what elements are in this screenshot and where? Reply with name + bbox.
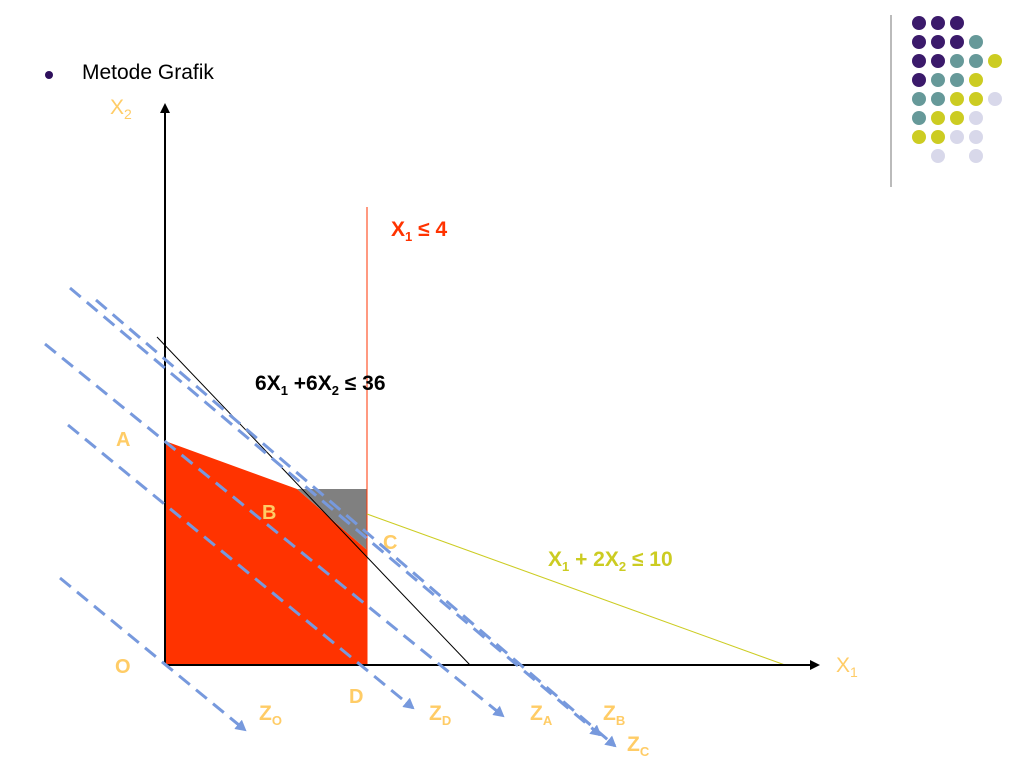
decorative-dot <box>931 130 945 144</box>
constraint-label-x1-2x2: X1 + 2X2 ≤ 10 <box>548 548 673 574</box>
objective-label-zo: ZO <box>259 702 282 728</box>
decorative-dot <box>931 111 945 125</box>
decorative-dot <box>988 92 1002 106</box>
point-label-b: B <box>262 502 276 524</box>
decorative-dot <box>931 16 945 30</box>
decorative-dot <box>931 54 945 68</box>
decorative-dot <box>912 35 926 49</box>
decorative-dot <box>969 54 983 68</box>
bullet-dot <box>45 71 53 79</box>
decorative-dot <box>969 35 983 49</box>
slide-heading: Metode Grafik <box>82 61 214 84</box>
decorative-dot <box>950 35 964 49</box>
decorative-dot <box>969 111 983 125</box>
y-axis-label: X2 <box>110 96 132 122</box>
point-label-c: C <box>383 532 397 554</box>
decorative-dot <box>950 16 964 30</box>
decorative-dot <box>912 111 926 125</box>
objective-line-zo <box>59 576 247 732</box>
decorative-dot <box>931 35 945 49</box>
constraint-line-x1-2x2 <box>366 513 786 666</box>
objective-label-zc: ZC <box>627 733 650 759</box>
decorative-dot <box>912 54 926 68</box>
decorative-dot <box>931 149 945 163</box>
objective-line-zc <box>95 298 617 748</box>
decorative-dot <box>969 149 983 163</box>
decorative-dot <box>912 16 926 30</box>
constraint-label-6x1-6x2: 6X1 +6X2 ≤ 36 <box>255 372 386 398</box>
point-label-a: A <box>116 429 130 451</box>
point-label-o: O <box>115 656 131 678</box>
decorative-dot <box>912 92 926 106</box>
decorative-dot <box>931 73 945 87</box>
objective-label-za: ZA <box>530 702 553 728</box>
decorative-dot <box>950 111 964 125</box>
decorative-dot <box>988 54 1002 68</box>
objective-line-zb <box>69 286 602 737</box>
decorative-dot <box>969 92 983 106</box>
decorative-dot <box>950 130 964 144</box>
x-axis-label: X1 <box>836 654 858 680</box>
decorative-dot <box>950 54 964 68</box>
cut-region <box>297 489 367 550</box>
feasible-region <box>165 441 367 665</box>
objective-label-zb: ZB <box>603 702 625 728</box>
decorative-dot <box>969 130 983 144</box>
decorative-dot <box>912 130 926 144</box>
decorative-dot <box>969 73 983 87</box>
point-label-d: D <box>349 686 363 708</box>
constraint-label-x1-le-4: X1 ≤ 4 <box>391 218 447 244</box>
objective-label-zd: ZD <box>429 702 451 728</box>
decorative-dot-grid <box>912 16 1002 163</box>
objective-line-zd <box>67 423 415 710</box>
objective-line-za <box>44 342 505 718</box>
decorative-dot <box>931 92 945 106</box>
decorative-dot <box>950 92 964 106</box>
decorative-dot <box>950 73 964 87</box>
constraint-line-6x1-6x2 <box>156 336 471 666</box>
decorative-dot <box>912 73 926 87</box>
